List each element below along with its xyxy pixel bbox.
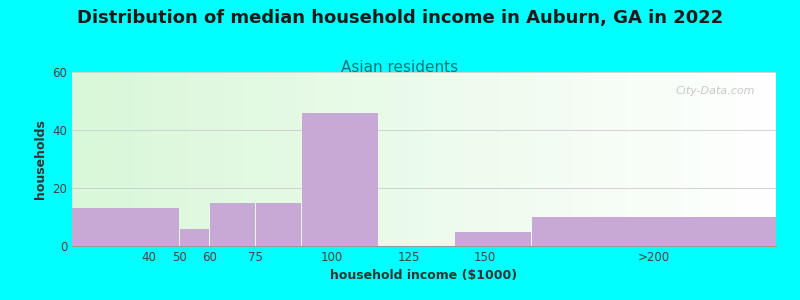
Y-axis label: households: households	[34, 119, 46, 199]
Bar	[302, 112, 378, 246]
Bar	[256, 202, 301, 246]
Text: Asian residents: Asian residents	[342, 60, 458, 75]
Bar	[179, 229, 210, 246]
Bar	[455, 232, 530, 246]
Bar	[73, 208, 178, 246]
Bar	[531, 217, 775, 246]
Text: City-Data.com: City-Data.com	[675, 86, 755, 96]
Text: Distribution of median household income in Auburn, GA in 2022: Distribution of median household income …	[77, 9, 723, 27]
X-axis label: household income ($1000): household income ($1000)	[330, 269, 518, 282]
Bar	[210, 202, 255, 246]
